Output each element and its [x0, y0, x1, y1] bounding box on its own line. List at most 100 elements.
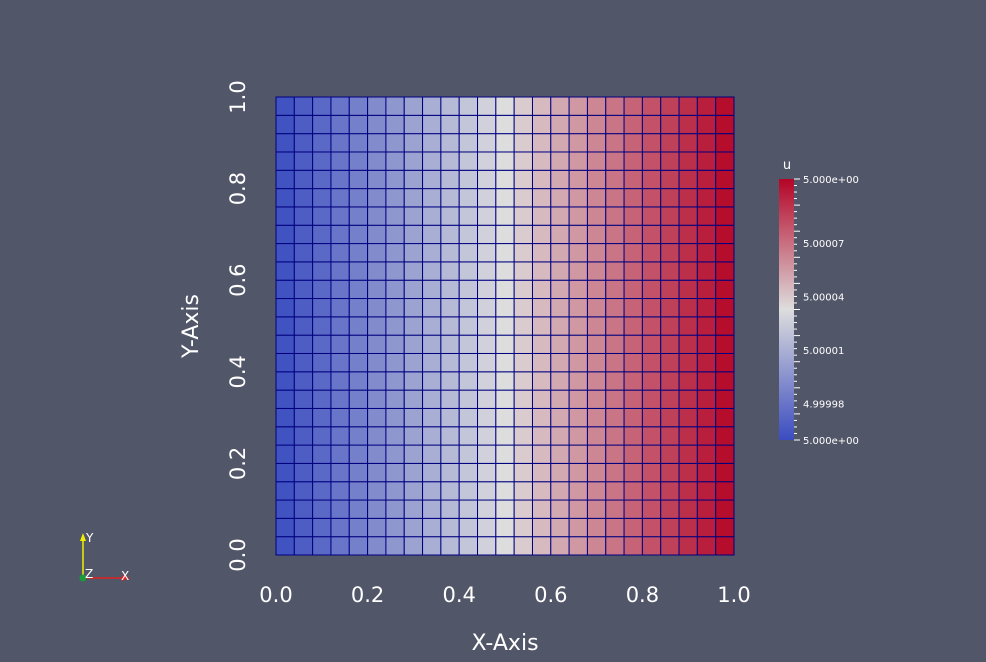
- mesh-cell: [696, 224, 717, 245]
- mesh-cell: [715, 371, 735, 391]
- mesh-cell: [605, 151, 625, 171]
- mesh-cell: [660, 224, 680, 245]
- mesh-cell: [568, 389, 588, 409]
- mesh-cell: [660, 371, 680, 391]
- mesh-cell: [568, 298, 588, 318]
- mesh-cell: [641, 426, 662, 446]
- mesh-cell: [550, 389, 570, 409]
- mesh-cell: [348, 133, 369, 153]
- mesh-cell: [348, 462, 369, 483]
- mesh-cell: [696, 444, 717, 464]
- mesh-cell: [293, 499, 314, 519]
- mesh-cell: [715, 499, 735, 519]
- mesh-cell: [367, 169, 387, 190]
- mesh-cell: [660, 298, 680, 318]
- mesh-cell: [531, 261, 552, 281]
- mesh-cell: [385, 206, 405, 226]
- mesh-cell: [495, 224, 515, 245]
- mesh-cell: [550, 536, 570, 556]
- mesh-cell: [696, 462, 717, 483]
- mesh-cell: [660, 334, 680, 354]
- mesh-cell: [477, 243, 497, 263]
- mesh-cell: [531, 481, 552, 501]
- mesh-cell: [660, 352, 680, 373]
- mesh-cell: [330, 96, 350, 116]
- mesh-cell: [715, 426, 735, 446]
- mesh-cell: [367, 298, 387, 318]
- mesh-cell: [458, 444, 479, 464]
- mesh-cell: [696, 352, 717, 373]
- mesh-cell: [330, 316, 350, 336]
- mesh-cell: [550, 151, 570, 171]
- mesh-cell: [605, 517, 625, 538]
- mesh-cell: [678, 206, 698, 226]
- mesh-cell: [641, 536, 662, 556]
- mesh-cell: [715, 133, 735, 153]
- mesh-cell: [385, 243, 405, 263]
- mesh-cell: [293, 426, 314, 446]
- mesh-cell: [495, 536, 515, 556]
- mesh-cell: [403, 243, 424, 263]
- mesh-cell: [605, 536, 625, 556]
- mesh-cell: [696, 536, 717, 556]
- mesh-cell: [586, 371, 607, 391]
- mesh-cell: [293, 462, 314, 483]
- mesh-cell: [348, 444, 369, 464]
- mesh-cell: [440, 462, 460, 483]
- mesh-cell: [385, 499, 405, 519]
- mesh-cell: [696, 206, 717, 226]
- mesh-cell: [715, 243, 735, 263]
- mesh-cell: [477, 334, 497, 354]
- mesh-cell: [348, 279, 369, 300]
- mesh-cell: [367, 206, 387, 226]
- mesh-cell: [275, 444, 295, 464]
- mesh-cell: [568, 243, 588, 263]
- mesh-cell: [477, 298, 497, 318]
- y-tick-label: 0.6: [226, 263, 250, 296]
- mesh-cell: [696, 481, 717, 501]
- mesh-cell: [348, 316, 369, 336]
- mesh-cell: [312, 188, 332, 208]
- colorbar-gradient: [779, 179, 794, 440]
- mesh-cell: [385, 426, 405, 446]
- mesh-cell: [477, 114, 497, 135]
- mesh-cell: [385, 316, 405, 336]
- mesh-cell: [715, 224, 735, 245]
- mesh-plot: [275, 96, 735, 556]
- mesh-cell: [715, 444, 735, 464]
- mesh-cell: [330, 261, 350, 281]
- mesh-cell: [385, 151, 405, 171]
- mesh-cell: [605, 389, 625, 409]
- mesh-cell: [678, 499, 698, 519]
- mesh-cell: [403, 426, 424, 446]
- mesh-cell: [568, 426, 588, 446]
- mesh-cell: [696, 316, 717, 336]
- mesh-cell: [550, 481, 570, 501]
- mesh-cell: [531, 133, 552, 153]
- mesh-cell: [715, 536, 735, 556]
- mesh-cell: [715, 334, 735, 354]
- mesh-cell: [312, 96, 332, 116]
- mesh-cell: [422, 96, 442, 116]
- mesh-cell: [715, 261, 735, 281]
- mesh-cell: [422, 352, 442, 373]
- mesh-cell: [422, 444, 442, 464]
- mesh-cell: [422, 279, 442, 300]
- mesh-cell: [440, 371, 460, 391]
- mesh-cell: [513, 536, 533, 556]
- mesh-cell: [605, 298, 625, 318]
- mesh-cell: [403, 389, 424, 409]
- mesh-cell: [586, 96, 607, 116]
- mesh-cell: [495, 133, 515, 153]
- mesh-cell: [275, 517, 295, 538]
- mesh-cell: [550, 261, 570, 281]
- mesh-cell: [531, 316, 552, 336]
- mesh-cell: [275, 96, 295, 116]
- mesh-cell: [531, 169, 552, 190]
- mesh-cell: [568, 96, 588, 116]
- mesh-cell: [458, 352, 479, 373]
- mesh-cell: [623, 444, 643, 464]
- mesh-cell: [513, 389, 533, 409]
- mesh-cell: [495, 426, 515, 446]
